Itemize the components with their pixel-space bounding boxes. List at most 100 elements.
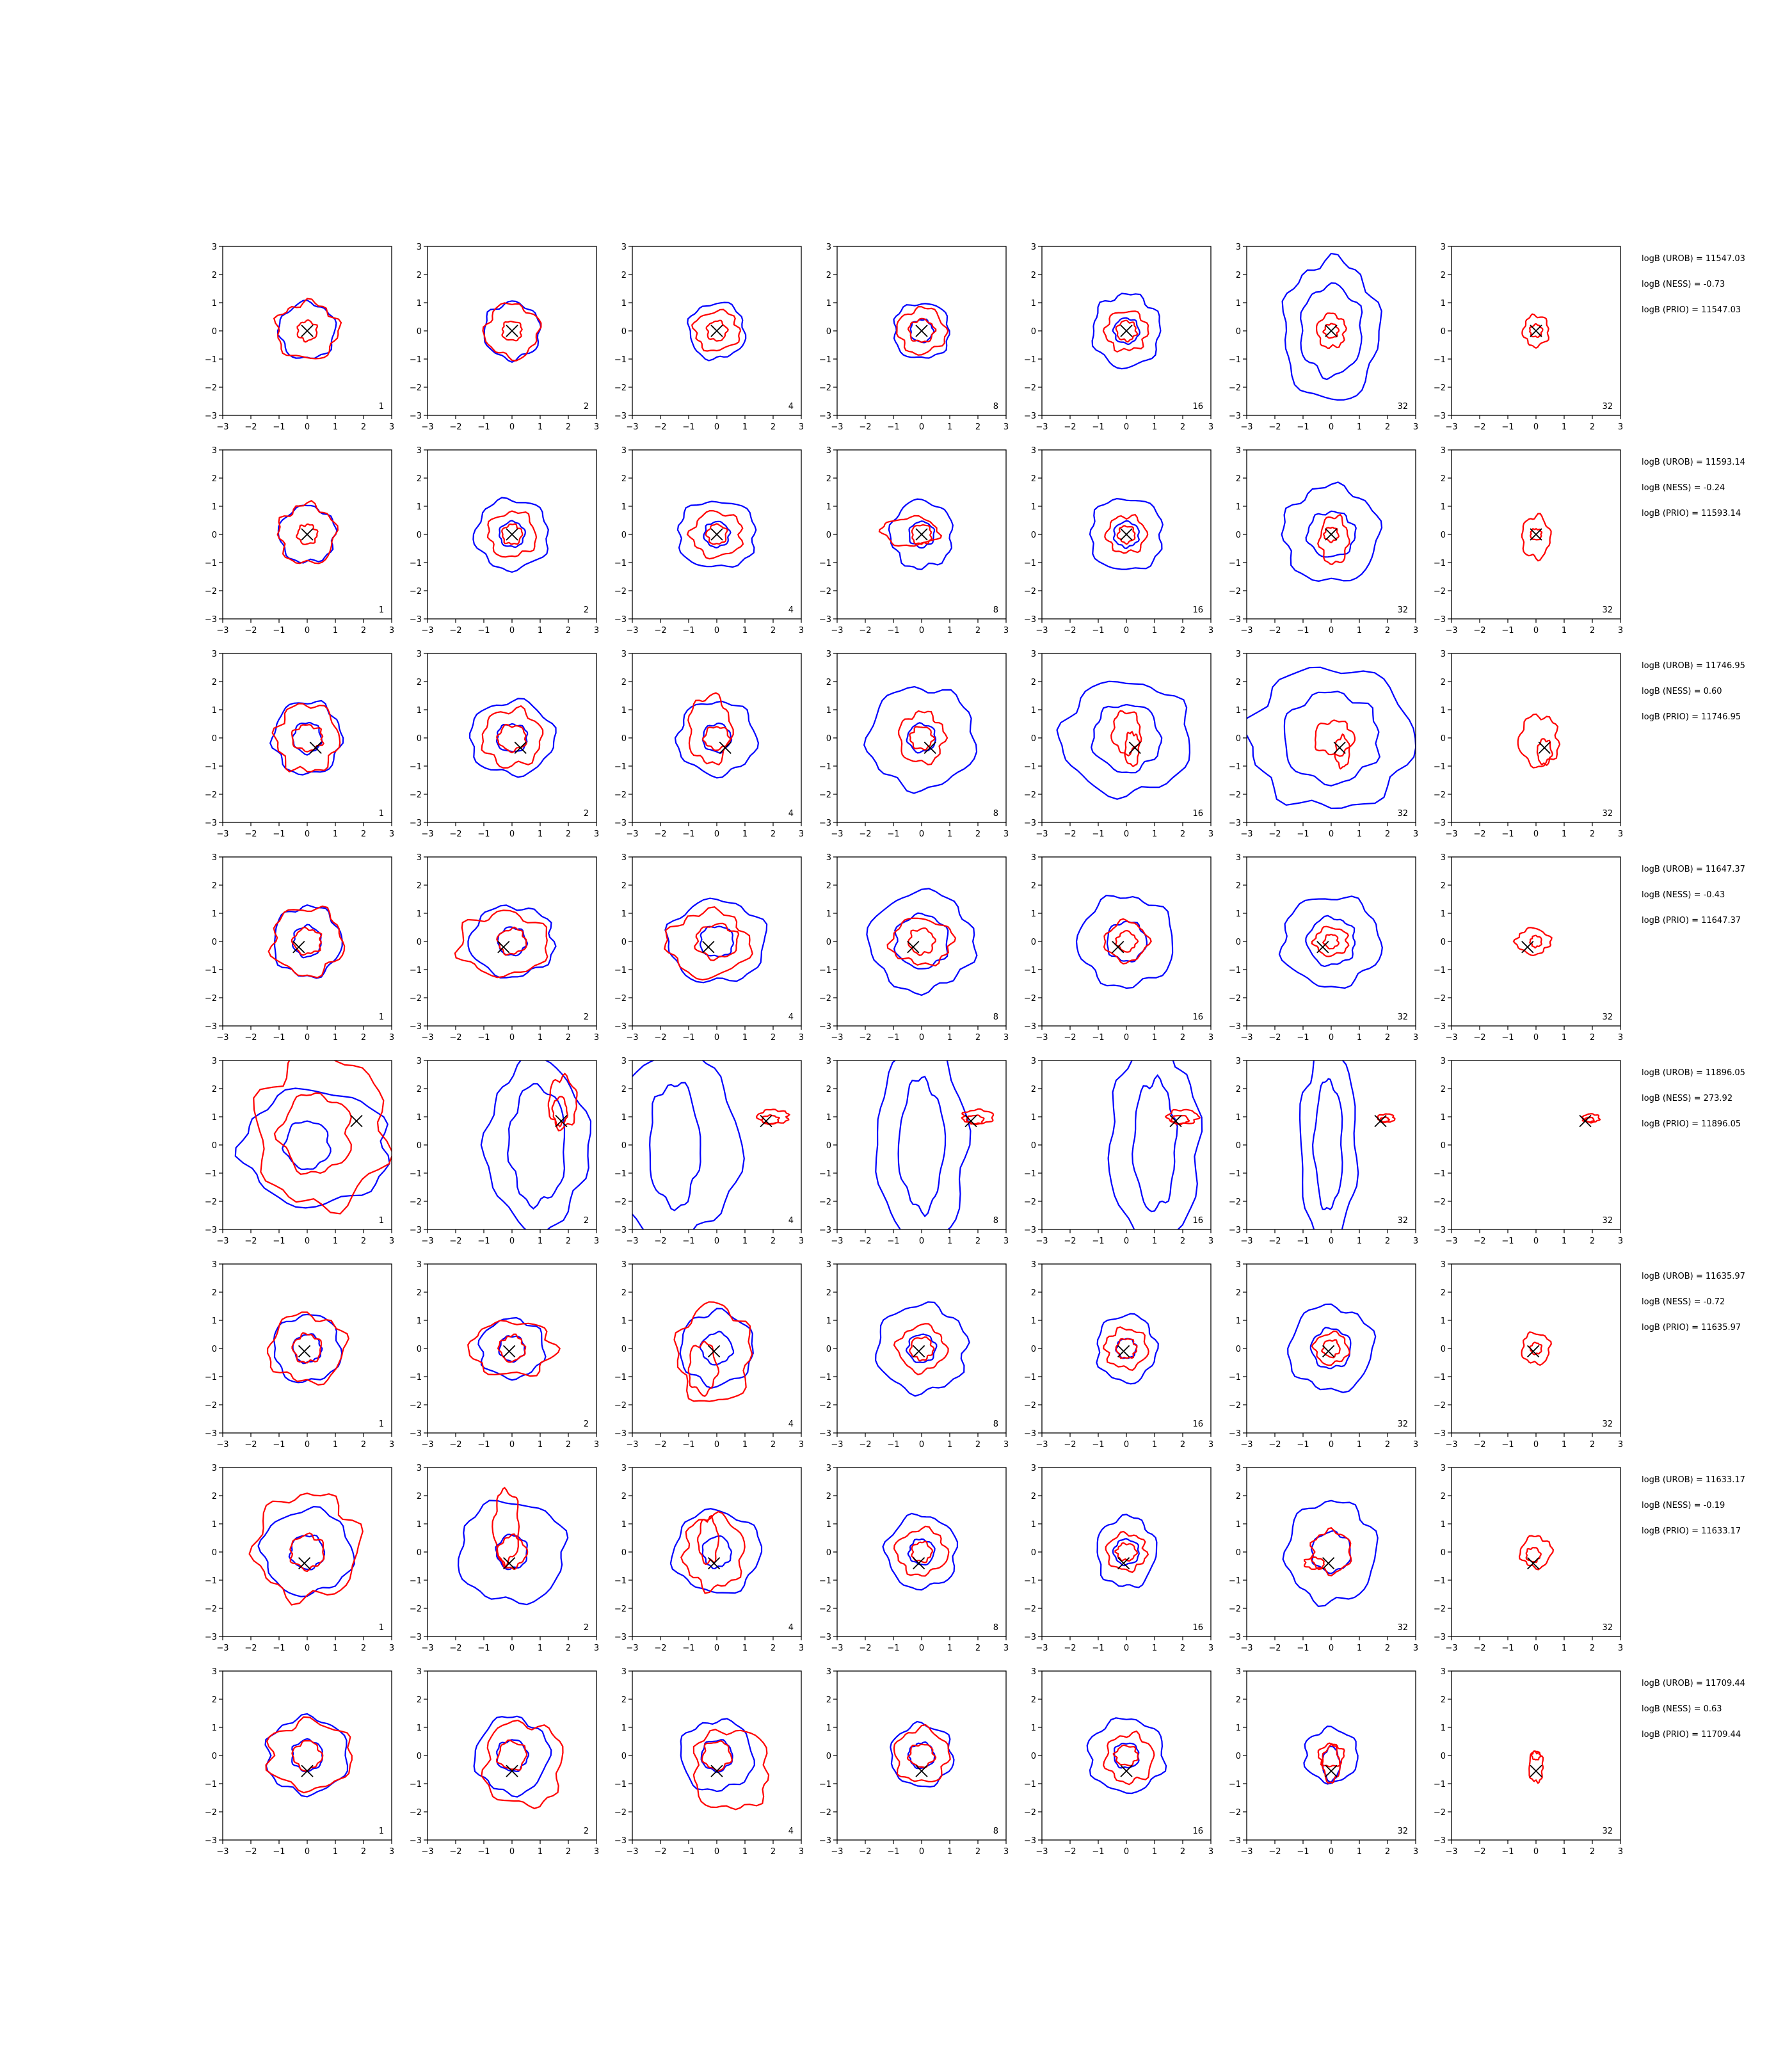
contour-layer — [269, 700, 344, 776]
true-value-marker — [1374, 1114, 1387, 1128]
y-tick-label: −2 — [819, 383, 831, 393]
contour-layer — [1089, 497, 1164, 570]
true-value-marker — [1322, 1556, 1335, 1570]
y-tick-label: 2 — [1236, 271, 1241, 280]
y-tick-label: −1 — [205, 559, 217, 568]
row-stat-label: logB (PRIO) = 11593.14 — [1642, 509, 1741, 518]
y-tick-label: 0 — [826, 531, 831, 540]
y-tick-label: 2 — [212, 881, 217, 891]
y-tick-label: 2 — [212, 1492, 217, 1501]
x-tick-label: −1 — [887, 422, 899, 432]
red-contour — [271, 703, 341, 772]
y-tick-label: 2 — [1441, 474, 1446, 484]
y-tick-label: −1 — [1434, 1576, 1446, 1586]
y-tick-label: −1 — [1024, 762, 1036, 772]
x-tick-label: 0 — [509, 1644, 515, 1653]
contour-layer — [1517, 713, 1561, 769]
x-tick-label: 3 — [1413, 1440, 1418, 1450]
x-tick-label: −1 — [1297, 829, 1309, 839]
x-tick-label: −1 — [1092, 1236, 1104, 1246]
y-tick-label: 3 — [417, 1057, 422, 1066]
y-tick-label: −3 — [205, 1022, 217, 1032]
x-tick-label: 1 — [1357, 1644, 1362, 1653]
red-contour — [1322, 526, 1340, 543]
contour-layer — [893, 303, 950, 359]
y-tick-label: −1 — [410, 762, 422, 772]
y-tick-label: −1 — [614, 762, 627, 772]
x-tick-label: 2 — [975, 422, 980, 432]
y-tick-label: −3 — [410, 1836, 422, 1846]
panel-number-label: 8 — [993, 1012, 998, 1022]
panel-number-label: 4 — [788, 1216, 794, 1226]
panel-number-label: 4 — [788, 402, 794, 412]
panel-r8-c2: −3 −2 −1 0 1 2 3 3 2 1 0 −1 −2 −3 2 — [410, 1667, 599, 1857]
panel-number-label: 32 — [1397, 809, 1408, 819]
y-tick-label: 3 — [417, 1260, 422, 1270]
panel-number-label: 8 — [993, 402, 998, 412]
panel-number-label: 4 — [788, 605, 794, 615]
y-tick-label: −2 — [205, 1401, 217, 1411]
x-tick-label: 1 — [1562, 1033, 1567, 1043]
panel-r8-c1: −3 −2 −1 0 1 2 3 3 2 1 0 −1 −2 −3 1 — [205, 1667, 394, 1857]
y-tick-label: 2 — [1441, 1085, 1446, 1094]
blue-contour — [1112, 520, 1140, 550]
y-tick-label: 3 — [1441, 853, 1446, 863]
true-value-marker — [301, 528, 314, 541]
y-tick-label: −3 — [819, 819, 831, 828]
x-tick-label: −2 — [1473, 829, 1485, 839]
x-tick-label: −1 — [273, 626, 285, 636]
x-tick-label: 0 — [509, 1236, 515, 1246]
contour-layer — [1107, 1060, 1203, 1229]
y-tick-label: −1 — [410, 966, 422, 975]
true-value-marker — [1325, 1764, 1338, 1777]
panel-number-label: 16 — [1192, 1827, 1203, 1836]
y-tick-label: 3 — [826, 650, 831, 659]
x-tick-label: −1 — [887, 626, 899, 636]
y-tick-label: −3 — [1434, 1633, 1446, 1642]
panel-r2-c3: −3 −2 −1 0 1 2 3 3 2 1 0 −1 −2 −3 4 — [614, 446, 804, 636]
true-value-marker — [912, 1345, 925, 1358]
panel-r2-c4: −3 −2 −1 0 1 2 3 3 2 1 0 −1 −2 −3 8 — [819, 446, 1009, 636]
y-tick-label: −2 — [1024, 1197, 1036, 1207]
panel-r8-c3: −3 −2 −1 0 1 2 3 3 2 1 0 −1 −2 −3 4 — [614, 1667, 804, 1857]
x-tick-label: 3 — [1004, 422, 1009, 432]
panel-number-label: 32 — [1397, 1827, 1408, 1836]
blue-contour — [701, 1535, 733, 1570]
y-tick-label: 1 — [621, 1113, 627, 1123]
x-tick-label: 3 — [1208, 1236, 1213, 1246]
red-contour — [1521, 313, 1550, 349]
y-tick-label: −3 — [205, 1226, 217, 1235]
blue-contour — [897, 1075, 947, 1218]
contour-layer — [234, 1060, 392, 1215]
contour-layer — [1096, 1313, 1159, 1385]
x-tick-label: −1 — [1501, 829, 1514, 839]
x-tick-label: 3 — [799, 829, 804, 839]
x-tick-label: −2 — [654, 1033, 666, 1043]
x-tick-label: 2 — [361, 1033, 366, 1043]
red-contour — [687, 692, 734, 766]
y-tick-label: −3 — [205, 1836, 217, 1846]
x-tick-label: −3 — [1036, 1236, 1048, 1246]
x-tick-label: −3 — [831, 1847, 843, 1857]
x-tick-label: −1 — [887, 1440, 899, 1450]
y-tick-label: −1 — [1229, 355, 1241, 365]
x-tick-label: −3 — [1036, 626, 1048, 636]
red-contour — [496, 1533, 529, 1571]
panel-number-label: 32 — [1602, 1623, 1613, 1633]
row-stat-label: logB (UROB) = 11593.14 — [1642, 458, 1745, 467]
x-tick-label: 3 — [594, 626, 599, 636]
x-tick-label: −2 — [244, 1644, 257, 1653]
blue-contour — [1247, 666, 1416, 810]
blue-contour — [480, 1060, 592, 1229]
y-tick-label: −1 — [1024, 1780, 1036, 1789]
x-tick-label: 1 — [1562, 422, 1567, 432]
red-contour — [701, 1740, 733, 1772]
panel-number-label: 1 — [379, 809, 384, 819]
red-contour — [760, 1114, 781, 1125]
red-contour — [664, 906, 753, 981]
x-tick-label: −1 — [1297, 422, 1309, 432]
y-tick-label: −3 — [410, 819, 422, 828]
y-tick-label: −3 — [614, 819, 627, 828]
row-stat-label: logB (PRIO) = 11896.05 — [1642, 1119, 1741, 1129]
